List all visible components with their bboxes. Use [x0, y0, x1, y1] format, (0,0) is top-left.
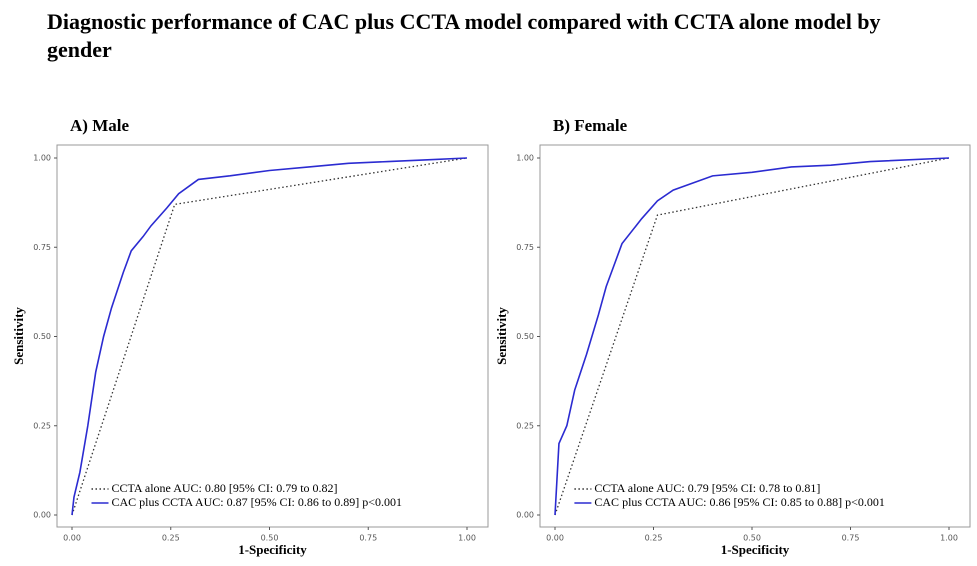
y-tick-label: 0.75 [33, 243, 51, 252]
y-tick-label: 1.00 [516, 154, 534, 163]
x-tick-label: 0.75 [359, 534, 377, 543]
x-tick-label: 0.00 [63, 534, 81, 543]
y-tick-label: 0.00 [516, 511, 534, 520]
y-tick-label: 0.50 [33, 332, 51, 341]
panel-title: A) Male [70, 116, 129, 135]
x-axis-label: 1-Specificity [238, 542, 307, 557]
y-tick-label: 1.00 [33, 154, 51, 163]
y-tick-label: 0.75 [516, 243, 534, 252]
plot-frame [539, 144, 971, 528]
legend-label: CAC plus CCTA AUC: 0.86 [95% CI: 0.85 to… [594, 495, 885, 509]
roc-curve [554, 157, 950, 516]
panel-title: B) Female [553, 116, 628, 135]
x-tick-label: 0.25 [162, 534, 180, 543]
x-tick-label: 0.25 [645, 534, 663, 543]
legend-label: CAC plus CCTA AUC: 0.87 [95% CI: 0.86 to… [112, 495, 403, 509]
page-title: Diagnostic performance of CAC plus CCTA … [47, 9, 881, 62]
y-tick-label: 0.25 [516, 421, 534, 430]
y-tick-label: 0.50 [516, 332, 534, 341]
legend-label: CCTA alone AUC: 0.79 [95% CI: 0.78 to 0.… [594, 481, 820, 495]
y-tick-label: 0.00 [33, 511, 51, 520]
legend-label: CCTA alone AUC: 0.80 [95% CI: 0.79 to 0.… [112, 481, 338, 495]
x-tick-label: 1.00 [940, 534, 958, 543]
x-tick-label: 0.00 [546, 534, 564, 543]
roc-curve [71, 157, 468, 516]
roc-curve [554, 157, 950, 516]
y-axis-label: Sensitivity [11, 307, 26, 365]
x-tick-label: 1.00 [458, 534, 476, 543]
roc-curve [71, 157, 468, 516]
x-tick-label: 0.50 [743, 534, 761, 543]
plot-frame [56, 144, 489, 528]
x-tick-label: 0.75 [842, 534, 860, 543]
y-tick-label: 0.25 [33, 421, 51, 430]
x-tick-label: 0.50 [261, 534, 279, 543]
y-axis-label: Sensitivity [494, 307, 509, 365]
x-axis-label: 1-Specificity [721, 542, 790, 557]
